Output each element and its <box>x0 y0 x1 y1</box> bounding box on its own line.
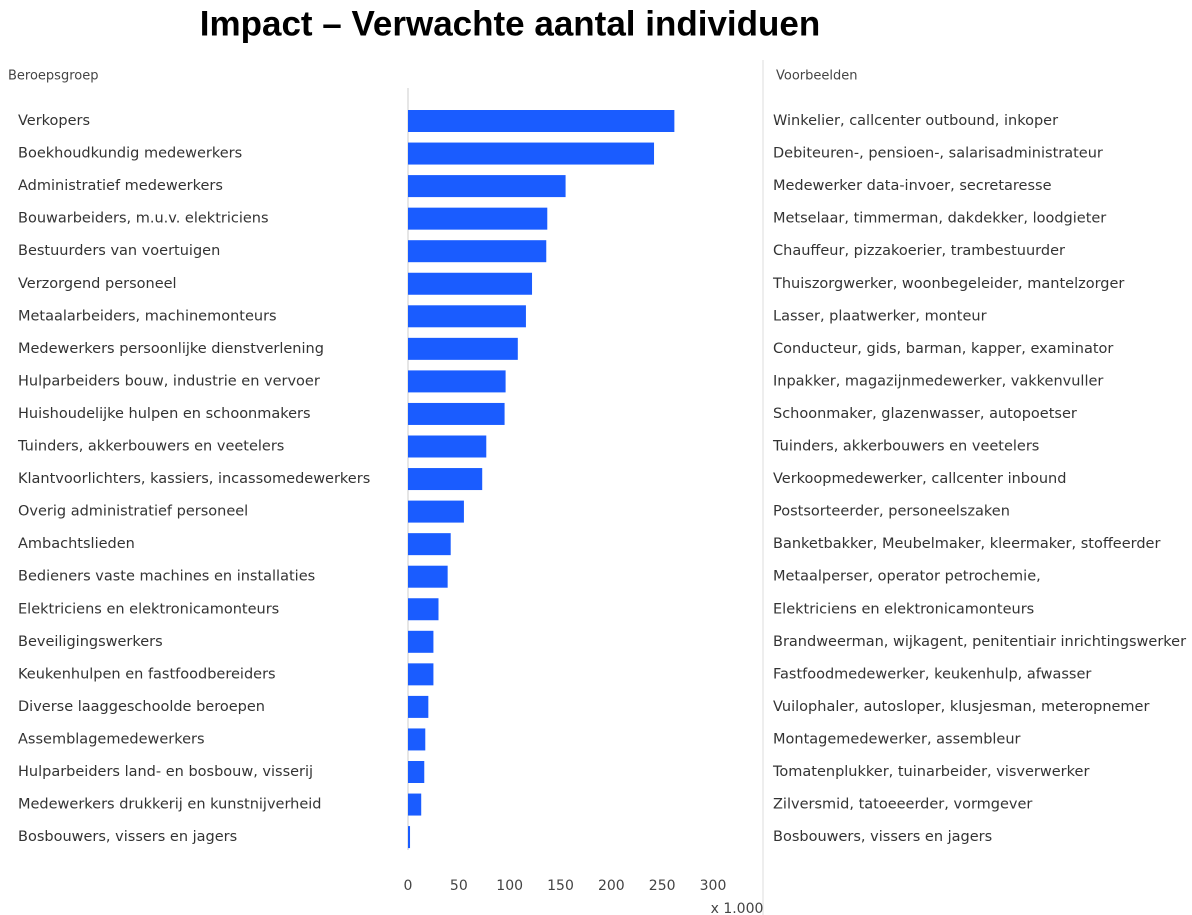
y-tick-label: Assemblagemedewerkers <box>18 731 205 747</box>
column-header: Beroepsgroep <box>8 69 98 84</box>
example-text: Lasser, plaatwerker, monteur <box>773 308 987 324</box>
bar <box>408 402 505 425</box>
bar <box>408 370 506 393</box>
y-tick-label: Bouwarbeiders, m.u.v. elektriciens <box>18 211 269 227</box>
y-tick-label: Administratief medewerkers <box>18 178 223 194</box>
bar <box>408 272 533 295</box>
bar <box>408 793 422 816</box>
y-tick-label: Bedieners vaste machines en installaties <box>18 569 315 585</box>
example-text: Fastfoodmedewerker, keukenhulp, afwasser <box>773 666 1091 682</box>
y-tick-label: Beveiligingswerkers <box>18 634 163 650</box>
example-text: Montagemedewerker, assembleur <box>773 731 1021 747</box>
y-tick-label: Keukenhulpen en fastfoodbereiders <box>18 666 276 682</box>
example-text: Medewerker data-invoer, secretaresse <box>773 178 1052 194</box>
axis-unit: x 1.000 <box>711 901 764 915</box>
example-text: Zilversmid, tatoeeerder, vormgever <box>773 797 1032 813</box>
example-text: Tomatenplukker, tuinarbeider, visverwerk… <box>772 764 1089 780</box>
example-text: Elektriciens en elektronicamonteurs <box>773 601 1034 617</box>
y-tick-label: Elektriciens en elektronicamonteurs <box>18 601 279 617</box>
bar <box>408 728 426 751</box>
x-tick-label: 300 <box>700 878 727 894</box>
y-tick-label: Tuinders, akkerbouwers en veetelers <box>17 439 284 455</box>
example-text: Thuiszorgwerker, woonbegeleider, mantelz… <box>772 276 1124 292</box>
y-tick-label: Hulparbeiders bouw, industrie en vervoer <box>18 373 320 389</box>
y-tick-label: Huishoudelijke hulpen en schoonmakers <box>18 406 311 422</box>
example-text: Chauffeur, pizzakoerier, trambestuurder <box>773 243 1065 259</box>
x-tick-label: 200 <box>598 878 625 894</box>
y-tick-label: Overig administratief personeel <box>18 504 248 520</box>
bar <box>408 565 448 588</box>
bar <box>408 630 434 653</box>
example-text: Debiteuren-, pensioen-, salarisadministr… <box>773 146 1103 162</box>
x-tick-label: 50 <box>450 878 468 894</box>
x-tick-label: 100 <box>496 878 523 894</box>
bar <box>408 826 411 849</box>
example-text: Schoonmaker, glazenwasser, autopoetser <box>773 406 1077 422</box>
example-text: Postsorteerder, personeelszaken <box>773 504 1010 520</box>
bar <box>408 598 439 621</box>
y-tick-label: Diverse laaggeschoolde beroepen <box>18 699 265 715</box>
bar <box>408 663 434 686</box>
bar <box>408 533 451 556</box>
bar <box>408 175 566 198</box>
y-tick-label: Bosbouwers, vissers en jagers <box>18 829 237 845</box>
y-tick-label: Bestuurders van voertuigen <box>18 243 220 259</box>
example-text: Metselaar, timmerman, dakdekker, loodgie… <box>773 211 1106 227</box>
bar <box>408 435 487 458</box>
bar <box>408 305 526 328</box>
bar <box>408 207 548 230</box>
example-text: Brandweerman, wijkagent, penitentiair in… <box>773 634 1186 650</box>
bar <box>408 337 518 360</box>
y-tick-label: Klantvoorlichters, kassiers, incassomede… <box>18 471 370 487</box>
bar <box>408 695 429 718</box>
chart-title: Impact – Verwachte aantal individuen <box>200 4 820 43</box>
bar <box>408 468 483 491</box>
bar <box>408 240 547 263</box>
y-tick-label: Medewerkers persoonlijke dienstverlening <box>18 341 324 357</box>
example-text: Winkelier, callcenter outbound, inkoper <box>773 113 1058 129</box>
bar <box>408 500 464 523</box>
example-text: Bosbouwers, vissers en jagers <box>773 829 992 845</box>
bar <box>408 110 675 132</box>
example-text: Conducteur, gids, barman, kapper, examin… <box>773 341 1113 357</box>
example-text: Banketbakker, Meubelmaker, kleermaker, s… <box>773 536 1160 552</box>
bar <box>408 761 425 783</box>
y-tick-label: Boekhoudkundig medewerkers <box>18 146 242 162</box>
example-text: Metaalperser, operator petrochemie, <box>773 569 1041 585</box>
example-text: Tuinders, akkerbouwers en veetelers <box>772 439 1039 455</box>
y-tick-label: Verkopers <box>18 113 90 129</box>
y-tick-label: Hulparbeiders land- en bosbouw, visserij <box>18 764 313 780</box>
x-tick-label: 150 <box>547 878 574 894</box>
y-tick-label: Metaalarbeiders, machinemonteurs <box>18 308 277 324</box>
column-header: Voorbeelden <box>776 69 858 84</box>
x-tick-label: 250 <box>649 878 676 894</box>
example-text: Verkoopmedewerker, callcenter inbound <box>773 471 1066 487</box>
y-tick-label: Ambachtslieden <box>18 536 135 552</box>
bar <box>408 142 655 165</box>
y-tick-label: Medewerkers drukkerij en kunstnijverheid <box>18 797 322 813</box>
example-text: Inpakker, magazijnmedewerker, vakkenvull… <box>773 373 1103 389</box>
example-text: Vuilophaler, autosloper, klusjesman, met… <box>773 699 1149 715</box>
y-tick-label: Verzorgend personeel <box>18 276 177 292</box>
x-tick-label: 0 <box>404 878 413 894</box>
